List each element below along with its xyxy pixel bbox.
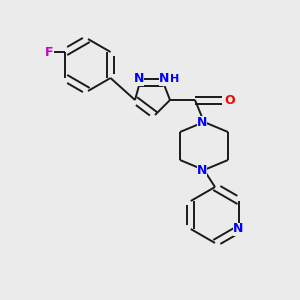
- Text: H: H: [170, 74, 180, 84]
- Text: O: O: [225, 94, 235, 106]
- Text: N: N: [233, 223, 243, 236]
- Text: N: N: [134, 73, 144, 85]
- Text: N: N: [197, 116, 207, 128]
- Text: N: N: [159, 73, 169, 85]
- Text: F: F: [45, 46, 54, 59]
- Text: N: N: [197, 164, 207, 176]
